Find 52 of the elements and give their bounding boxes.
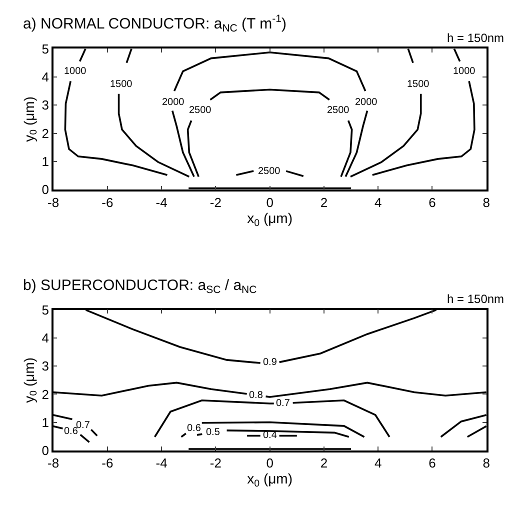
y-tick-label: 2 — [42, 126, 49, 141]
x-tick-label: 0 — [266, 195, 274, 210]
chart-title: a) NORMAL CONDUCTOR: a$_{NC}$ (T m$^{-1}$) — [23, 13, 286, 34]
y-tick-label: 5 — [42, 302, 49, 318]
x-tick-label: -8 — [48, 456, 60, 471]
x-tick-label: -2 — [210, 456, 222, 471]
x-tick-label: 8 — [482, 456, 490, 471]
series-label: 0.8 — [249, 390, 264, 401]
x-tick-label: -4 — [156, 456, 168, 471]
x-tick-label: 6 — [428, 195, 436, 210]
series-label: 0.9 — [263, 357, 278, 368]
series-label: 1500 — [110, 79, 133, 90]
x-tick-label: 4 — [374, 456, 382, 471]
y-tick-label: 3 — [42, 98, 49, 113]
x-tick-label: -4 — [156, 195, 168, 210]
chart-title: b) SUPERCONDUCTOR: a$_{SC}$ / a$_{NC}$ — [23, 277, 258, 296]
x-tick-label: 8 — [482, 195, 490, 210]
x-axis-title: x$_{0}$ (μm) — [247, 210, 293, 229]
series-label: 1000 — [64, 66, 87, 77]
series-label: 2000 — [162, 97, 185, 108]
y-tick-label: 3 — [42, 358, 49, 374]
x-tick-label: 2 — [320, 456, 328, 471]
y-tick-label: 4 — [42, 69, 49, 84]
y-tick-label: 2 — [42, 386, 49, 402]
x-tick-label: 6 — [428, 456, 436, 471]
text: h = 150nm — [447, 31, 504, 45]
x-tick-label: -8 — [48, 195, 60, 210]
series-label: 0.6 — [187, 423, 202, 434]
x-tick-label: -2 — [210, 195, 222, 210]
series-label: 0.7 — [76, 420, 90, 431]
x-tick-label: -6 — [102, 195, 114, 210]
x-tick-label: 2 — [320, 195, 328, 210]
y-tick-label: 0 — [42, 182, 49, 198]
series-label: 1500 — [407, 79, 430, 90]
x-tick-label: 4 — [374, 195, 382, 210]
text: h = 150nm — [447, 292, 504, 306]
series-label: 0.6 — [64, 426, 78, 437]
text: 2000 — [355, 97, 378, 108]
y-tick-label: 1 — [42, 154, 49, 170]
x-axis-title: x$_{0}$ (μm) — [247, 470, 293, 490]
y-tick-label: 4 — [42, 330, 49, 346]
y-tick-label: 1 — [42, 414, 49, 430]
series-label: 0.5 — [206, 427, 220, 438]
text: 2500 — [189, 105, 212, 116]
x-tick-label: 0 — [266, 456, 274, 471]
x-tick-label: -6 — [102, 456, 114, 471]
series-label: 1000 — [453, 66, 476, 77]
series-label: 0.7 — [276, 398, 290, 409]
series-label: 2500 — [258, 166, 281, 177]
series-label: 2500 — [327, 105, 350, 116]
y-tick-label: 5 — [42, 41, 49, 56]
y-tick-label: 0 — [42, 442, 49, 458]
